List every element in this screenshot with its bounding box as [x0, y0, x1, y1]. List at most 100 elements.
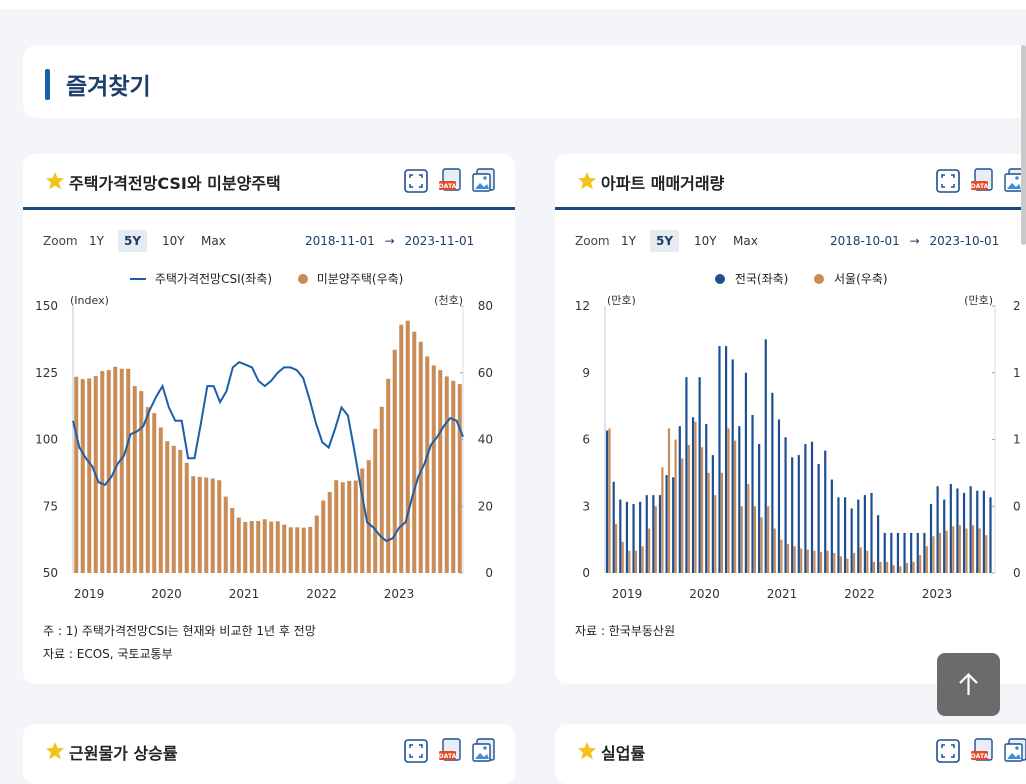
- expand-icon[interactable]: [936, 738, 960, 764]
- legend-dot-marker: [297, 273, 308, 284]
- seoul-bar: [958, 525, 961, 573]
- zoom-10y-button[interactable]: 10Y: [162, 234, 185, 248]
- expand-icon[interactable]: [404, 738, 428, 764]
- seoul-bar: [846, 558, 849, 573]
- zoom-1y-button[interactable]: 1Y: [89, 234, 104, 248]
- left-tick-label: 0: [582, 566, 590, 580]
- zoom-10y-button[interactable]: 10Y: [694, 234, 717, 248]
- national-bar: [837, 497, 840, 573]
- image-download-icon[interactable]: [472, 168, 496, 194]
- seoul-bar: [714, 495, 717, 573]
- seoul-bar: [628, 550, 631, 573]
- data-download-icon[interactable]: DATA: [970, 168, 994, 194]
- legend-item-csi[interactable]: 주택가격전망CSI(좌축): [154, 272, 273, 286]
- zoom-controls: Zoom 1Y 5Y 10Y Max 2018-11-01 → 2023-11-…: [43, 230, 503, 252]
- seoul-bar: [985, 535, 988, 573]
- national-bar: [711, 455, 714, 573]
- chart-card-housing-csi: 주택가격전망CSI와 미분양주택 DATA Zoom 1Y 5Y 10Y Max…: [23, 154, 515, 684]
- unsold-bar: [217, 480, 222, 573]
- seoul-bar: [886, 561, 889, 573]
- arrow-up-icon: [959, 672, 978, 695]
- zoom-label: Zoom: [43, 234, 78, 248]
- left-tick-label: 100: [35, 433, 58, 447]
- favorite-star-icon[interactable]: [577, 171, 597, 191]
- zoom-5y-button[interactable]: 5Y: [118, 230, 148, 252]
- zoom-1y-button[interactable]: 1Y: [621, 234, 636, 248]
- expand-icon[interactable]: [404, 168, 428, 194]
- date-range[interactable]: 2018-11-01 → 2023-11-01: [305, 234, 474, 248]
- national-bar: [619, 499, 622, 573]
- national-bar: [705, 423, 708, 573]
- legend-item-national[interactable]: 전국(좌축): [734, 272, 789, 286]
- seoul-bar: [786, 544, 790, 573]
- date-to[interactable]: 2023-10-01: [929, 234, 1000, 248]
- seoul-bar: [965, 528, 968, 573]
- unsold-bar: [87, 378, 92, 573]
- favorite-star-icon[interactable]: [45, 741, 65, 761]
- data-download-icon[interactable]: DATA: [970, 738, 994, 764]
- national-bar: [843, 497, 847, 573]
- unsold-bar: [282, 524, 287, 573]
- card-title: 실업률: [601, 744, 646, 763]
- unsold-bar: [210, 478, 215, 573]
- unsold-bar: [139, 391, 144, 573]
- left-tick-label: 12: [575, 299, 590, 313]
- date-range[interactable]: 2018-10-01 → 2023-10-01: [830, 234, 999, 248]
- image-download-icon[interactable]: [472, 738, 496, 764]
- date-arrow: →: [384, 234, 395, 248]
- seoul-bar: [971, 525, 975, 573]
- zoom-max-button[interactable]: Max: [733, 234, 758, 248]
- seoul-bar: [932, 536, 935, 573]
- svg-text:DATA: DATA: [971, 183, 989, 190]
- unsold-bar: [145, 407, 150, 573]
- transaction-bars: [606, 339, 992, 573]
- scroll-to-top-button[interactable]: [937, 653, 1000, 716]
- national-bar: [896, 532, 900, 573]
- data-download-icon[interactable]: DATA: [438, 738, 462, 764]
- svg-text:DATA: DATA: [971, 753, 989, 760]
- csi-line: [72, 360, 464, 543]
- unsold-bar: [425, 356, 430, 573]
- national-bar: [758, 443, 761, 573]
- zoom-label: Zoom: [575, 234, 610, 248]
- chart-card-unemployment: 실업률 DATA: [555, 724, 1026, 784]
- zoom-5y-button[interactable]: 5Y: [650, 230, 680, 252]
- national-bar: [824, 450, 827, 573]
- right-tick-label: 2: [1013, 299, 1021, 313]
- national-bar: [797, 455, 800, 573]
- chart-gridlines: [604, 306, 996, 573]
- unsold-bar: [379, 406, 384, 573]
- unsold-bar: [74, 376, 79, 573]
- date-to[interactable]: 2023-11-01: [404, 234, 475, 248]
- national-bar: [943, 499, 946, 573]
- seoul-bar: [905, 562, 909, 573]
- unsold-bar: [262, 519, 267, 573]
- national-bar: [724, 346, 728, 573]
- card-title: 아파트 매매거래량: [601, 174, 725, 193]
- date-from[interactable]: 2018-10-01: [830, 234, 900, 248]
- left-tick-label: 150: [35, 299, 58, 313]
- favorite-star-icon[interactable]: [577, 741, 597, 761]
- x-tick-label: 2022: [844, 587, 875, 601]
- seoul-bar: [634, 550, 638, 573]
- right-tick-label: 40: [478, 433, 493, 447]
- seoul-bar: [780, 539, 783, 573]
- chart-gridlines: [72, 306, 464, 573]
- expand-icon[interactable]: [936, 168, 960, 194]
- chart-legend: 전국(좌축) 서울(우축): [715, 270, 888, 287]
- card-title: 주택가격전망CSI와 미분양주택: [69, 174, 281, 193]
- unsold-bar: [327, 491, 332, 573]
- date-from[interactable]: 2018-11-01: [305, 234, 375, 248]
- legend-item-seoul[interactable]: 서울(우축): [834, 272, 888, 286]
- legend-item-unsold[interactable]: 미분양주택(우축): [316, 272, 404, 286]
- favorite-star-icon[interactable]: [45, 171, 65, 191]
- zoom-max-button[interactable]: Max: [201, 234, 226, 248]
- national-bar: [625, 501, 629, 573]
- page-scrollbar[interactable]: [1021, 45, 1026, 245]
- unsold-bar: [457, 384, 462, 573]
- data-download-icon[interactable]: DATA: [438, 168, 462, 194]
- image-download-icon[interactable]: [1004, 738, 1026, 764]
- unsold-bar: [80, 379, 85, 573]
- national-bar: [784, 437, 787, 573]
- national-bar: [751, 415, 754, 573]
